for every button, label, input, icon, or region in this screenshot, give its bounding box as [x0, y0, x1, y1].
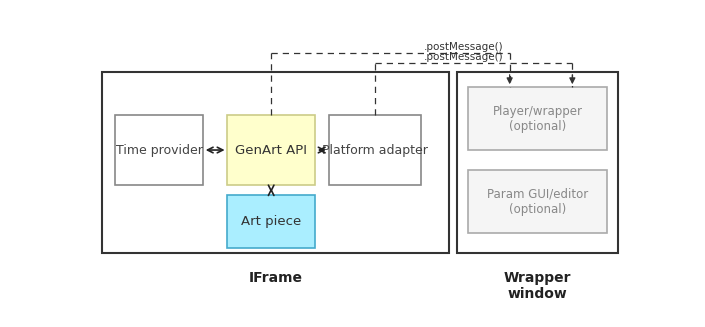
Bar [102, 72, 449, 253]
Bar [228, 115, 315, 185]
Text: Player/wrapper
(optional): Player/wrapper (optional) [493, 105, 582, 132]
Text: IFrame: IFrame [248, 271, 302, 285]
Bar [468, 170, 607, 233]
Text: Wrapper
window: Wrapper window [504, 271, 571, 301]
Text: .postMessage(): .postMessage() [424, 52, 504, 62]
Text: Art piece: Art piece [241, 215, 301, 228]
Bar [228, 195, 315, 248]
Text: GenArt API: GenArt API [235, 144, 307, 157]
Bar [468, 87, 607, 150]
Bar [116, 115, 203, 185]
Text: Platform adapter: Platform adapter [322, 144, 428, 157]
Text: .postMessage(): .postMessage() [424, 42, 504, 52]
Text: Time provider: Time provider [116, 144, 202, 157]
Bar [329, 115, 422, 185]
Bar [457, 72, 618, 253]
Text: Param GUI/editor
(optional): Param GUI/editor (optional) [487, 188, 588, 215]
